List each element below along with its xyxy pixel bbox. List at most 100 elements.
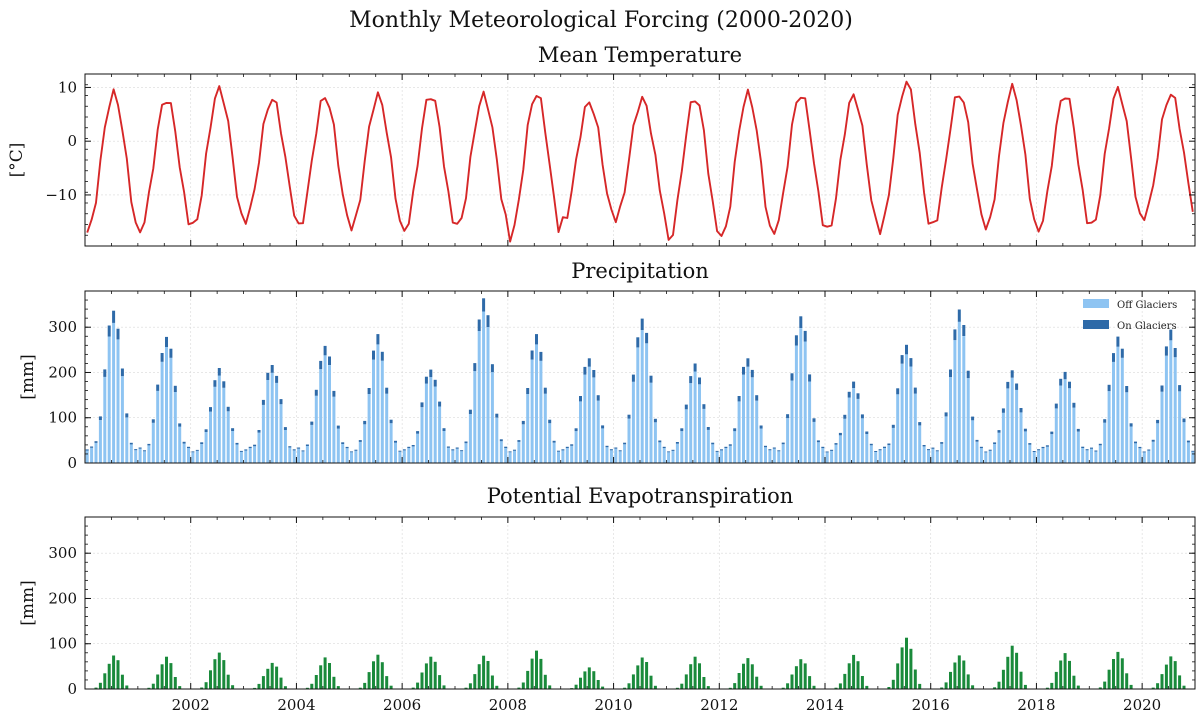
precip-bar-on-glaciers bbox=[935, 450, 939, 452]
precip-bar-on-glaciers bbox=[499, 439, 503, 442]
precip-bar-on-glaciers bbox=[143, 450, 146, 452]
precipitation-axes: 0 100 200 300 bbox=[48, 290, 1195, 472]
precip-bar-on-glaciers bbox=[1072, 402, 1076, 408]
precip-bar-off-glaciers bbox=[433, 386, 437, 463]
precip-bar-off-glaciers bbox=[552, 442, 556, 463]
precip-bar-off-glaciers bbox=[1191, 451, 1195, 463]
precip-bar-on-glaciers bbox=[103, 369, 107, 377]
precip-bar-on-glaciers bbox=[1098, 443, 1102, 446]
precip-bar-off-glaciers bbox=[1182, 422, 1186, 463]
precip-bar-off-glaciers bbox=[239, 451, 243, 463]
precip-bar-on-glaciers bbox=[508, 451, 512, 453]
precip-bar-on-glaciers bbox=[350, 451, 353, 453]
precip-bar-off-glaciers bbox=[301, 451, 305, 463]
precip-bar-off-glaciers bbox=[1001, 412, 1005, 463]
pet-bar bbox=[151, 683, 155, 689]
precip-bar-off-glaciers bbox=[499, 441, 503, 463]
pet-bar bbox=[592, 671, 596, 689]
pet-bar bbox=[623, 687, 627, 689]
precip-bar-on-glaciers bbox=[1138, 446, 1142, 449]
precip-bar-off-glaciers bbox=[561, 450, 565, 463]
precip-bar-off-glaciers bbox=[1015, 389, 1019, 463]
precip-bar-off-glaciers bbox=[103, 376, 107, 463]
pet-bar bbox=[433, 661, 437, 689]
precip-bar-off-glaciers bbox=[596, 400, 600, 463]
precip-bar-off-glaciers bbox=[372, 359, 375, 463]
precip-bar-off-glaciers bbox=[825, 452, 829, 463]
precip-bar-off-glaciers bbox=[667, 452, 671, 463]
precip-bar-off-glaciers bbox=[446, 447, 450, 463]
precip-bar-off-glaciers bbox=[438, 406, 442, 463]
precip-bar-on-glaciers bbox=[574, 428, 578, 432]
pet-bar bbox=[279, 677, 283, 689]
precip-bar-on-glaciers bbox=[1015, 383, 1019, 390]
pet-bar bbox=[1151, 687, 1155, 689]
precip-bar-on-glaciers bbox=[112, 310, 116, 323]
precip-bar-on-glaciers bbox=[204, 429, 208, 432]
precip-bar-on-glaciers bbox=[468, 409, 472, 414]
precip-bar-on-glaciers bbox=[653, 418, 657, 423]
pet-bar bbox=[918, 683, 922, 689]
pet-bar bbox=[865, 685, 869, 689]
y-tick-label: 100 bbox=[48, 635, 77, 653]
precip-bar-on-glaciers bbox=[323, 345, 327, 356]
precip-bar-off-glaciers bbox=[354, 450, 358, 463]
pet-bar bbox=[803, 663, 807, 689]
precip-bar-off-glaciers bbox=[649, 382, 653, 463]
precip-bar-on-glaciers bbox=[1169, 329, 1173, 341]
precip-bar-on-glaciers bbox=[367, 388, 371, 394]
precip-bar-on-glaciers bbox=[790, 373, 794, 381]
precip-bar-off-glaciers bbox=[1138, 448, 1142, 463]
pet-bar bbox=[636, 665, 640, 689]
precip-bar-on-glaciers bbox=[680, 428, 684, 432]
precip-bar-on-glaciers bbox=[147, 443, 151, 446]
precip-bar-off-glaciers bbox=[623, 444, 627, 463]
precip-bar-off-glaciers bbox=[909, 366, 913, 463]
pet-bar bbox=[834, 687, 838, 689]
pet-bar bbox=[896, 663, 900, 689]
precip-bar-on-glaciers bbox=[1041, 446, 1045, 449]
precip-bar-on-glaciers bbox=[134, 449, 138, 451]
y-tick-label: 0 bbox=[67, 132, 77, 150]
precip-bar-on-glaciers bbox=[513, 449, 516, 451]
precip-bar-off-glaciers bbox=[786, 418, 790, 463]
precip-bar-on-glaciers bbox=[464, 441, 468, 444]
precip-bar-off-glaciers bbox=[966, 378, 970, 463]
pet-bar bbox=[1010, 645, 1014, 689]
pet-bar bbox=[808, 676, 812, 689]
precip-bar-off-glaciers bbox=[367, 394, 371, 463]
pet-panel: Potential Evapotranspiration 0 100 200 300 2… bbox=[18, 484, 1196, 714]
precip-bar-on-glaciers bbox=[755, 395, 759, 401]
precip-bar-off-glaciers bbox=[508, 452, 512, 463]
pet-bar bbox=[693, 656, 697, 689]
pet-bar bbox=[411, 687, 415, 689]
pet-bars bbox=[94, 637, 1186, 689]
pet-bar bbox=[539, 658, 543, 689]
temperature-ylabel: [°C] bbox=[7, 143, 27, 178]
pet-bar bbox=[464, 687, 468, 689]
precip-bar-on-glaciers bbox=[724, 446, 728, 449]
precip-bar-off-glaciers bbox=[887, 445, 891, 463]
precip-bar-off-glaciers bbox=[455, 448, 459, 463]
precip-bar-on-glaciers bbox=[261, 399, 265, 405]
precip-bar-on-glaciers bbox=[1085, 449, 1089, 451]
precip-bar-off-glaciers bbox=[1134, 443, 1137, 463]
pet-bar bbox=[165, 656, 168, 689]
precip-bar-off-glaciers bbox=[631, 381, 635, 463]
precip-bar-on-glaciers bbox=[728, 444, 732, 446]
precip-bar-off-glaciers bbox=[711, 444, 715, 463]
precip-bar-off-glaciers bbox=[187, 448, 190, 463]
precip-bar-off-glaciers bbox=[583, 374, 587, 463]
pet-bar bbox=[702, 677, 706, 689]
precip-bar-off-glaciers bbox=[116, 339, 120, 463]
precip-bar-off-glaciers bbox=[671, 450, 675, 463]
precip-bar-on-glaciers bbox=[495, 413, 499, 418]
precip-bar-off-glaciers bbox=[662, 448, 666, 463]
precip-bar-off-glaciers bbox=[389, 423, 393, 463]
precip-bar-off-glaciers bbox=[156, 390, 160, 463]
precip-bar-off-glaciers bbox=[869, 445, 873, 463]
precipitation-legend: Off Glaciers On Glaciers bbox=[1083, 299, 1177, 332]
precip-bar-on-glaciers bbox=[834, 443, 838, 445]
precip-bar-off-glaciers bbox=[125, 417, 129, 463]
pet-bar bbox=[1156, 683, 1160, 689]
